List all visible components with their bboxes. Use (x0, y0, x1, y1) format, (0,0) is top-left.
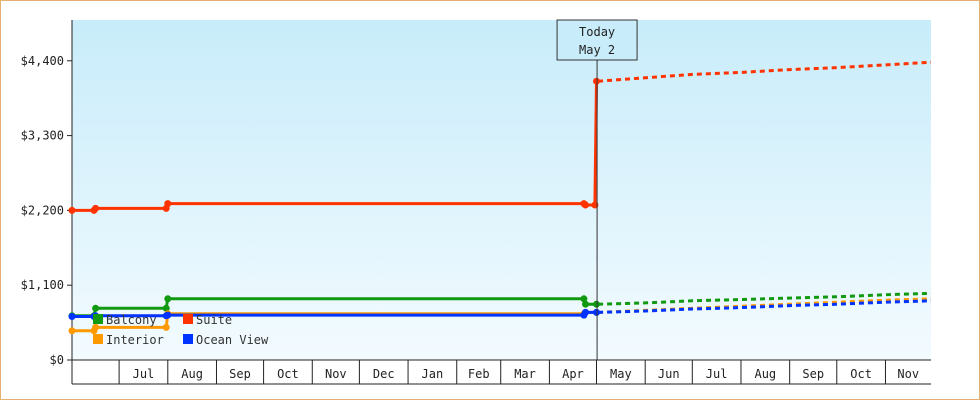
x-tick-label: Jan (422, 367, 444, 381)
data-point (68, 206, 76, 214)
y-tick-label: $1,100 (21, 278, 64, 292)
data-point (92, 323, 100, 331)
today-label: Today (579, 25, 615, 39)
today-label-box (556, 19, 638, 61)
x-tick-label: Aug (181, 367, 203, 381)
y-tick-label: $4,400 (21, 54, 64, 68)
x-tick-label: Dec (373, 367, 395, 381)
x-tick-label: Mar (514, 367, 536, 381)
data-point (582, 308, 589, 316)
data-point (593, 77, 600, 85)
plot-area (72, 20, 931, 360)
legend-label: Ocean View (196, 333, 269, 347)
x-tick-label: Aug (754, 367, 776, 381)
data-point (162, 323, 170, 331)
x-tick-label: Sep (229, 367, 251, 381)
legend-item: Interior (93, 333, 164, 347)
legend-swatch (183, 334, 193, 344)
legend: Balcony Suite Interior Ocean View (93, 313, 269, 347)
legend-label: Interior (106, 333, 164, 347)
y-tick-label: $2,200 (21, 203, 64, 217)
today-marker: Today May 2 (556, 19, 638, 360)
data-point (593, 300, 600, 308)
x-tick-label: Oct (850, 367, 872, 381)
data-point (164, 295, 172, 303)
legend-swatch (183, 314, 193, 324)
data-point (582, 300, 589, 308)
x-tick-label: Sep (802, 367, 824, 381)
y-tick-label: $0 (50, 353, 64, 367)
x-tick-label: May (610, 367, 632, 381)
legend-label: Balcony (106, 313, 157, 327)
series-forecast-line (598, 291, 932, 306)
x-tick-label: Oct (277, 367, 299, 381)
data-point (92, 304, 100, 312)
x-tick-label: Feb (468, 367, 490, 381)
today-date-label: May 2 (579, 43, 615, 57)
x-tick-label: Jun (658, 367, 680, 381)
y-axis: $0 $1,100 $2,200 $3,300 $4,400 (21, 20, 931, 367)
x-tick-label: Jul (133, 367, 155, 381)
x-tick-label: Jul (706, 367, 728, 381)
data-point (582, 201, 589, 209)
data-point (162, 304, 170, 312)
data-point (68, 313, 76, 320)
data-point (164, 200, 172, 208)
series-forecast-line (598, 299, 932, 314)
y-tick-label: $3,300 (21, 129, 64, 143)
series-suite (68, 60, 932, 214)
data-point (92, 204, 100, 212)
x-tick-label: Nov (897, 367, 919, 381)
legend-label: Suite (196, 313, 232, 327)
x-axis: Jul Aug Sep Oct Nov Dec Jan Feb Mar Apr May Jun Jul A… (71, 360, 931, 385)
legend-swatch (93, 314, 103, 324)
legend-item: Ocean View (183, 333, 269, 347)
series-forecast-line (597, 60, 932, 83)
data-point (580, 295, 588, 303)
legend-item: Suite (183, 313, 232, 327)
legend-item: Balcony (93, 313, 157, 327)
data-point (593, 308, 600, 316)
x-tick-label: Apr (562, 367, 584, 381)
data-point (68, 327, 76, 335)
data-point (164, 311, 172, 319)
legend-swatch (93, 334, 103, 344)
x-tick-label: Nov (325, 367, 347, 381)
